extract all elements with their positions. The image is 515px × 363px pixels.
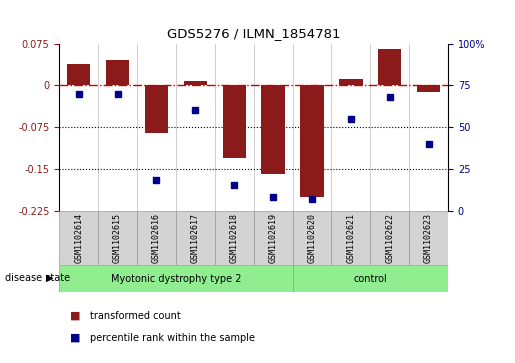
Text: GSM1102616: GSM1102616: [152, 213, 161, 263]
Bar: [262, 85, 285, 174]
Text: GSM1102623: GSM1102623: [424, 213, 433, 263]
Bar: [293, 211, 332, 265]
Text: percentile rank within the sample: percentile rank within the sample: [90, 333, 255, 343]
Text: GSM1102620: GSM1102620: [307, 213, 316, 263]
Bar: [184, 81, 207, 85]
Text: GSM1102622: GSM1102622: [385, 213, 394, 263]
Bar: [59, 265, 293, 292]
Bar: [409, 211, 448, 265]
Bar: [176, 211, 215, 265]
Text: control: control: [353, 274, 387, 284]
Text: disease state: disease state: [5, 273, 74, 283]
Bar: [222, 85, 246, 158]
Text: ▶: ▶: [46, 273, 54, 283]
Bar: [332, 211, 370, 265]
Text: ■: ■: [70, 311, 80, 321]
Text: GSM1102614: GSM1102614: [74, 213, 83, 263]
Text: Myotonic dystrophy type 2: Myotonic dystrophy type 2: [111, 274, 241, 284]
Text: GSM1102619: GSM1102619: [269, 213, 278, 263]
Text: transformed count: transformed count: [90, 311, 181, 321]
Text: ■: ■: [70, 333, 80, 343]
Bar: [145, 85, 168, 132]
Title: GDS5276 / ILMN_1854781: GDS5276 / ILMN_1854781: [167, 26, 340, 40]
Text: GSM1102615: GSM1102615: [113, 213, 122, 263]
Text: GSM1102621: GSM1102621: [347, 213, 355, 263]
Bar: [293, 265, 448, 292]
Bar: [215, 211, 253, 265]
Bar: [339, 79, 363, 85]
Bar: [137, 211, 176, 265]
Text: GSM1102617: GSM1102617: [191, 213, 200, 263]
Bar: [417, 85, 440, 92]
Bar: [300, 85, 323, 197]
Bar: [253, 211, 293, 265]
Bar: [59, 211, 98, 265]
Text: GSM1102618: GSM1102618: [230, 213, 238, 263]
Bar: [98, 211, 137, 265]
Bar: [67, 64, 90, 85]
Bar: [106, 60, 129, 85]
Bar: [378, 49, 401, 85]
Bar: [370, 211, 409, 265]
